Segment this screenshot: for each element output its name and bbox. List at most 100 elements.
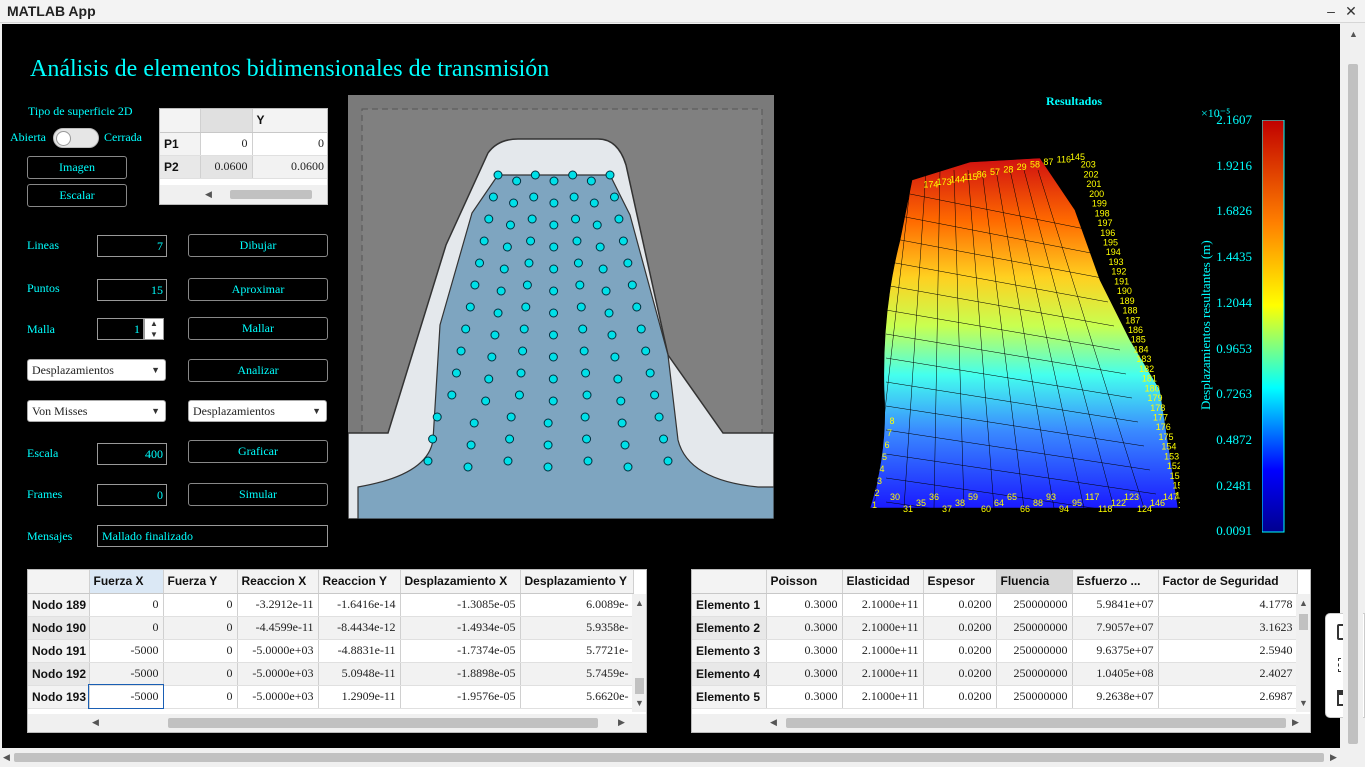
nodes-cell[interactable]: -1.7374e-05 xyxy=(400,639,521,663)
scroll-thumb[interactable] xyxy=(1299,614,1308,630)
table-row[interactable]: Nodo 192 -5000 0 -5.0000e+03 5.0948e-11 -1.88… xyxy=(28,662,634,686)
window-hscroll[interactable]: ◀ ▶ xyxy=(0,748,1343,767)
elements-cell[interactable]: 0.0200 xyxy=(923,616,997,640)
nodes-cell[interactable]: 5.7721e- xyxy=(520,639,634,663)
points-cell[interactable]: 0 xyxy=(200,132,253,156)
lines-input[interactable]: 7 xyxy=(97,235,167,257)
elements-cell[interactable]: 250000000 xyxy=(996,685,1073,709)
simulate-button[interactable]: Simular xyxy=(188,483,328,506)
switch-knob[interactable] xyxy=(56,131,71,146)
nodes-cell[interactable]: 0 xyxy=(89,616,164,640)
scroll-left-icon[interactable]: ◀ xyxy=(770,717,777,727)
nodes-cell[interactable]: 0 xyxy=(163,639,238,663)
scroll-right-icon[interactable]: ▶ xyxy=(1330,752,1337,762)
elements-cell[interactable]: 2.6987 xyxy=(1158,685,1298,709)
scroll-right-icon[interactable]: ▶ xyxy=(618,717,625,727)
elements-col-header[interactable]: Poisson xyxy=(766,570,843,594)
nodes-cell[interactable]: -5.0000e+03 xyxy=(237,639,319,663)
scroll-up-icon[interactable]: ▲ xyxy=(1349,29,1358,39)
scroll-up-icon[interactable]: ▲ xyxy=(1299,598,1308,608)
nodes-col-header[interactable]: Desplazamiento Y xyxy=(520,570,634,594)
nodes-cell[interactable]: -1.6416e-14 xyxy=(318,593,401,617)
draw-button[interactable]: Dibujar xyxy=(188,234,328,257)
scroll-up-icon[interactable]: ▲ xyxy=(635,598,644,608)
elements-cell[interactable]: 250000000 xyxy=(996,593,1073,617)
nodes-cell[interactable]: 5.6620e- xyxy=(520,685,634,709)
nodes-cell[interactable]: -5000 xyxy=(89,662,164,686)
scroll-thumb[interactable] xyxy=(635,678,644,694)
nodes-cell[interactable]: -4.4599e-11 xyxy=(237,616,319,640)
nodes-cell[interactable]: -5.0000e+03 xyxy=(237,685,319,709)
analysis-dropdown[interactable]: Desplazamientos ▼ xyxy=(27,359,166,381)
elements-cell[interactable]: 0.3000 xyxy=(766,616,843,640)
scroll-left-icon[interactable]: ◀ xyxy=(92,717,99,727)
points-cell[interactable]: 0.0600 xyxy=(200,155,253,179)
elements-col-header[interactable]: Fluencia xyxy=(996,570,1073,594)
approximate-button[interactable]: Aproximar xyxy=(188,278,328,301)
nodes-cell[interactable]: 6.0089e- xyxy=(520,593,634,617)
elements-cell[interactable]: 2.4027 xyxy=(1158,662,1298,686)
nodes-cell[interactable]: 0 xyxy=(89,593,164,617)
scroll-down-icon[interactable]: ▼ xyxy=(1299,698,1308,708)
nodes-cell[interactable]: -5000 xyxy=(89,639,164,663)
nodes-cell[interactable]: -5.0000e+03 xyxy=(237,662,319,686)
scroll-thumb[interactable] xyxy=(168,718,598,728)
scroll-left-icon[interactable]: ◀ xyxy=(3,752,10,762)
nodes-cell[interactable]: 0 xyxy=(163,662,238,686)
nodes-table[interactable]: Fuerza X Fuerza Y Reaccion X Reaccion Y … xyxy=(27,569,647,733)
nodes-hscroll[interactable]: ◀ ▶ xyxy=(28,714,646,732)
elements-cell[interactable]: 5.9841e+07 xyxy=(1072,593,1159,617)
nodes-vscroll[interactable]: ▲ ▼ xyxy=(632,594,646,712)
elements-cell[interactable]: 0.3000 xyxy=(766,662,843,686)
nodes-cell[interactable]: -8.4434e-12 xyxy=(318,616,401,640)
table-row[interactable]: Nodo 193 -5000 0 -5.0000e+03 1.2909e-11 -1.95… xyxy=(28,684,634,709)
table-row[interactable]: Elemento 4 0.3000 2.1000e+11 0.0200 25000000… xyxy=(692,662,1298,686)
image-button[interactable]: Imagen xyxy=(27,156,127,179)
elements-col-header[interactable]: Esfuerzo ... xyxy=(1072,570,1159,594)
stepper-down-icon[interactable]: ▼ xyxy=(150,330,158,339)
elements-cell[interactable]: 0.0200 xyxy=(923,685,997,709)
mesh-button[interactable]: Mallar xyxy=(188,317,328,340)
plot-button[interactable]: Graficar xyxy=(188,440,328,463)
nodes-cell[interactable]: -1.4934e-05 xyxy=(400,616,521,640)
elements-cell[interactable]: 2.1000e+11 xyxy=(842,639,924,663)
scroll-left-icon[interactable]: ◀ xyxy=(205,189,212,199)
mesh-input[interactable]: 1 xyxy=(97,318,144,340)
scroll-right-icon[interactable]: ▶ xyxy=(1292,717,1299,727)
nodes-cell[interactable]: 1.2909e-11 xyxy=(318,685,401,709)
elements-col-header[interactable]: Elasticidad xyxy=(842,570,924,594)
nodes-cell[interactable]: -5000 xyxy=(88,684,164,709)
plot-dropdown[interactable]: Desplazamientos ▼ xyxy=(188,400,327,422)
scroll-thumb[interactable] xyxy=(786,718,1286,728)
nodes-cell[interactable]: -4.8831e-11 xyxy=(318,639,401,663)
nodes-cell[interactable]: -3.2912e-11 xyxy=(237,593,319,617)
geometry-plot[interactable] xyxy=(347,95,775,520)
nodes-cell[interactable]: -1.9576e-05 xyxy=(400,685,521,709)
nodes-cell[interactable]: 0 xyxy=(163,685,238,709)
criterion-dropdown[interactable]: Von Misses ▼ xyxy=(27,400,166,422)
nodes-cell[interactable]: -1.3085e-05 xyxy=(400,593,521,617)
nodes-cell[interactable]: 5.0948e-11 xyxy=(318,662,401,686)
elements-cell[interactable]: 0.3000 xyxy=(766,593,843,617)
table-row[interactable]: Nodo 191 -5000 0 -5.0000e+03 -4.8831e-11 -1.7… xyxy=(28,639,634,663)
table-row[interactable]: Nodo 189 0 0 -3.2912e-11 -1.6416e-14 -1.3085e… xyxy=(28,593,634,617)
nodes-cell[interactable]: 0 xyxy=(163,616,238,640)
nodes-cell[interactable]: 5.7459e- xyxy=(520,662,634,686)
elements-cell[interactable]: 0.3000 xyxy=(766,685,843,709)
nodes-col-header[interactable]: Reaccion Y xyxy=(318,570,401,594)
table-row[interactable]: Elemento 3 0.3000 2.1000e+11 0.0200 25000000… xyxy=(692,639,1298,663)
table-row[interactable]: Elemento 2 0.3000 2.1000e+11 0.0200 25000000… xyxy=(692,616,1298,640)
elements-cell[interactable]: 7.9057e+07 xyxy=(1072,616,1159,640)
scroll-thumb[interactable] xyxy=(1348,64,1358,744)
elements-col-header[interactable]: Espesor xyxy=(923,570,997,594)
elements-cell[interactable]: 1.0405e+08 xyxy=(1072,662,1159,686)
scroll-thumb[interactable] xyxy=(14,753,1324,762)
elements-cell[interactable]: 3.1623 xyxy=(1158,616,1298,640)
elements-col-header[interactable]: Factor de Seguridad xyxy=(1158,570,1298,594)
elements-cell[interactable]: 4.1778 xyxy=(1158,593,1298,617)
scale-button[interactable]: Escalar xyxy=(27,184,127,207)
elements-table[interactable]: Poisson Elasticidad Espesor Fluencia Esf… xyxy=(691,569,1311,733)
points-table[interactable]: Y P1 0 0 P2 0.0600 0.0600 ◀ xyxy=(159,108,328,205)
results-plot[interactable]: Resultados xyxy=(860,90,1340,538)
table-row[interactable]: Elemento 5 0.3000 2.1000e+11 0.0200 25000000… xyxy=(692,685,1298,709)
